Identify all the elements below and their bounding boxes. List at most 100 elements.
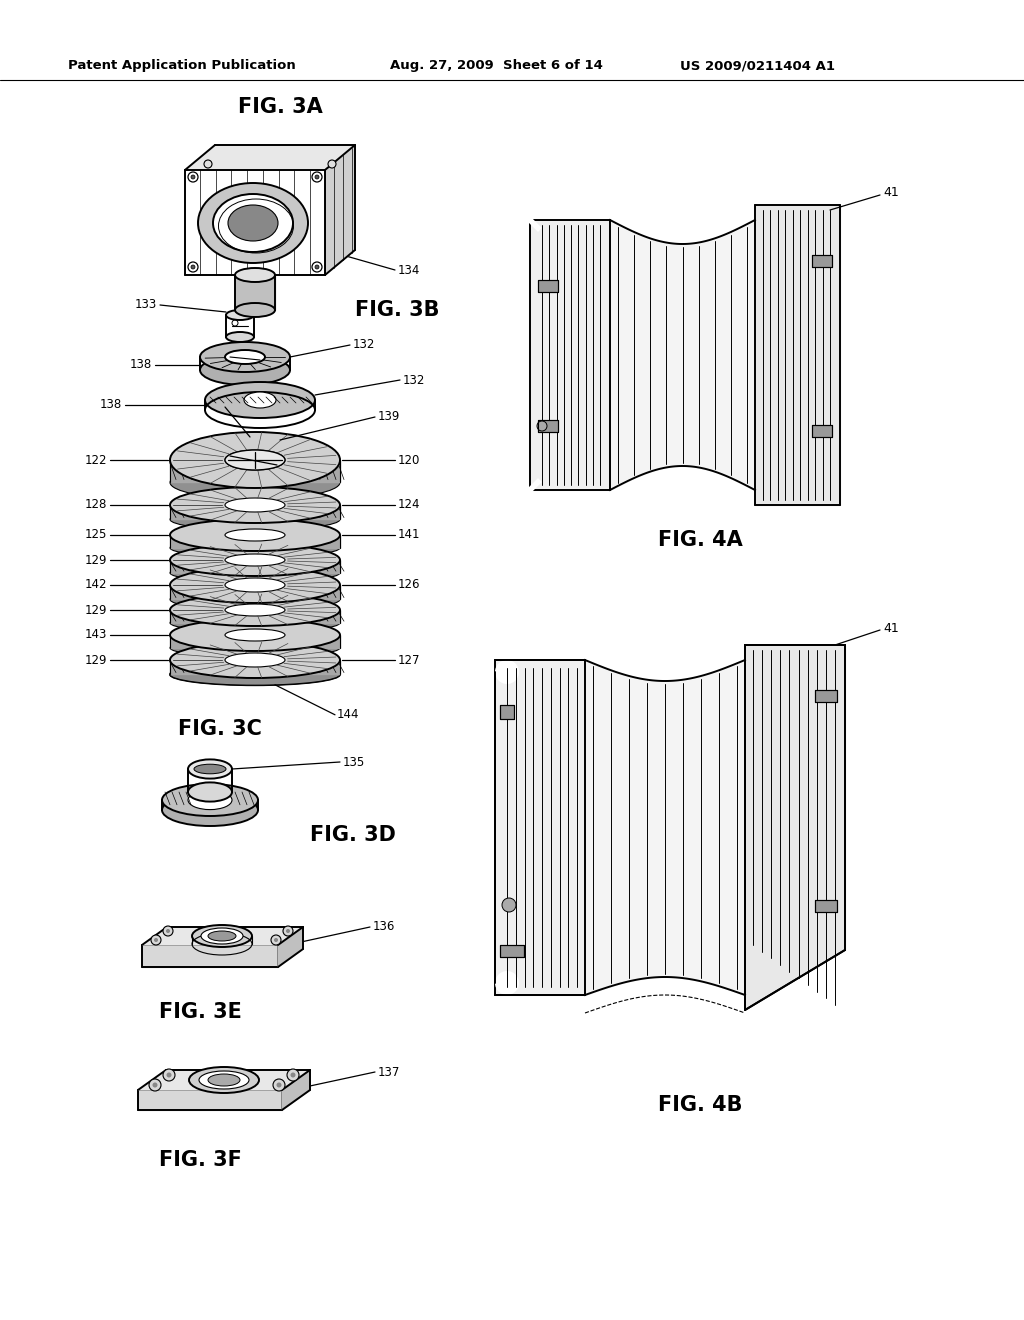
Bar [812, 255, 831, 267]
Polygon shape [185, 170, 325, 275]
Text: 126: 126 [398, 578, 421, 591]
Circle shape [204, 160, 212, 168]
Ellipse shape [234, 268, 275, 282]
Polygon shape [170, 560, 340, 573]
Polygon shape [282, 1071, 310, 1110]
Bar [538, 280, 558, 292]
Text: 135: 135 [343, 755, 366, 768]
Text: 144: 144 [337, 709, 359, 721]
Text: 142: 142 [85, 578, 106, 591]
Ellipse shape [225, 498, 285, 512]
Ellipse shape [170, 619, 340, 651]
Circle shape [502, 898, 516, 912]
Bar [812, 255, 831, 267]
Ellipse shape [199, 1071, 249, 1089]
Ellipse shape [225, 653, 285, 667]
Polygon shape [138, 1090, 282, 1110]
Bar [812, 425, 831, 437]
Text: 138: 138 [130, 359, 152, 371]
Polygon shape [170, 459, 340, 482]
Bar [538, 280, 558, 292]
Ellipse shape [213, 194, 293, 252]
Circle shape [151, 935, 161, 945]
Ellipse shape [170, 594, 340, 626]
Polygon shape [170, 585, 340, 599]
Ellipse shape [201, 928, 243, 944]
Bar [812, 425, 831, 437]
Text: 133: 133 [135, 298, 157, 312]
Text: 136: 136 [373, 920, 395, 933]
Polygon shape [170, 635, 340, 648]
Text: FIG. 4B: FIG. 4B [657, 1096, 742, 1115]
Circle shape [276, 1082, 282, 1088]
Circle shape [312, 172, 322, 182]
Ellipse shape [170, 614, 340, 632]
Circle shape [291, 1072, 296, 1077]
Ellipse shape [234, 304, 275, 317]
Ellipse shape [170, 664, 340, 685]
Bar [500, 705, 514, 719]
Circle shape [283, 927, 293, 936]
Ellipse shape [193, 925, 252, 946]
Ellipse shape [225, 554, 285, 566]
Text: US 2009/0211404 A1: US 2009/0211404 A1 [680, 59, 835, 73]
Text: 132: 132 [353, 338, 376, 351]
Text: 141: 141 [398, 528, 421, 541]
Polygon shape [170, 660, 340, 675]
Text: 127: 127 [398, 653, 421, 667]
Circle shape [286, 929, 290, 933]
Ellipse shape [188, 783, 232, 801]
Circle shape [163, 1069, 175, 1081]
Bar [538, 420, 558, 432]
Polygon shape [185, 145, 355, 170]
Text: FIG. 3D: FIG. 3D [310, 825, 396, 845]
Ellipse shape [170, 519, 340, 550]
Ellipse shape [226, 333, 254, 342]
Text: 41: 41 [883, 186, 899, 199]
Circle shape [312, 261, 322, 272]
Polygon shape [142, 945, 278, 968]
Text: 41: 41 [883, 622, 899, 635]
Polygon shape [278, 927, 303, 968]
Text: 139: 139 [378, 411, 400, 424]
Polygon shape [745, 645, 845, 950]
Ellipse shape [225, 450, 285, 470]
Ellipse shape [200, 342, 290, 372]
Polygon shape [755, 205, 840, 506]
Polygon shape [142, 927, 303, 945]
Ellipse shape [170, 664, 340, 685]
Polygon shape [495, 660, 585, 995]
Polygon shape [170, 610, 340, 623]
Bar [815, 900, 837, 912]
Circle shape [495, 972, 519, 995]
Polygon shape [234, 275, 275, 310]
Ellipse shape [198, 183, 308, 263]
Text: 124: 124 [398, 499, 421, 511]
Text: 137: 137 [378, 1065, 400, 1078]
Text: FIG. 4A: FIG. 4A [657, 531, 742, 550]
Text: FIG. 3C: FIG. 3C [178, 719, 262, 739]
Ellipse shape [200, 355, 290, 385]
Ellipse shape [170, 564, 340, 582]
Bar [538, 420, 558, 432]
Ellipse shape [225, 350, 265, 364]
Circle shape [271, 935, 281, 945]
Circle shape [328, 160, 336, 168]
Text: 120: 120 [398, 454, 421, 466]
Circle shape [167, 1072, 171, 1077]
Ellipse shape [188, 791, 232, 809]
Text: 125: 125 [85, 528, 106, 541]
Polygon shape [530, 220, 610, 490]
Circle shape [188, 261, 198, 272]
Text: 129: 129 [85, 553, 106, 566]
Text: FIG. 3B: FIG. 3B [355, 300, 439, 319]
Ellipse shape [225, 578, 285, 591]
Bar [815, 690, 837, 702]
Ellipse shape [225, 605, 285, 616]
Circle shape [495, 660, 519, 684]
Ellipse shape [170, 642, 340, 678]
Ellipse shape [208, 1074, 240, 1086]
Circle shape [191, 265, 195, 269]
Polygon shape [325, 145, 355, 275]
Circle shape [163, 927, 173, 936]
